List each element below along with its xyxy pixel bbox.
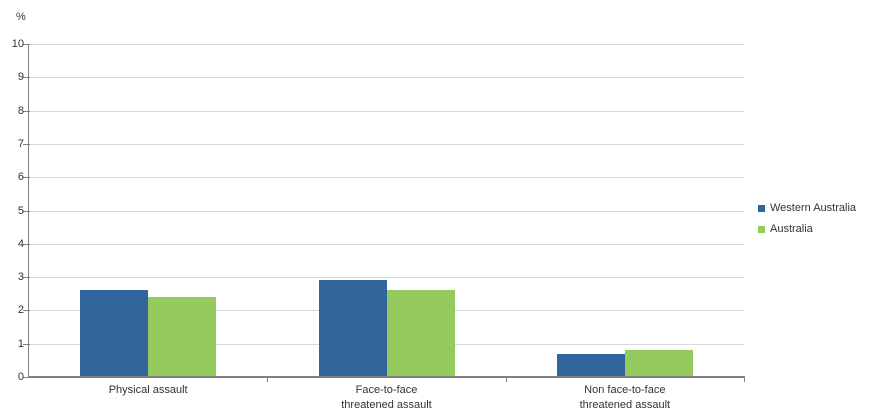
gridline bbox=[29, 110, 744, 112]
y-tick-label: 3 bbox=[17, 271, 24, 284]
x-axis-line bbox=[28, 376, 745, 378]
y-tick-mark bbox=[23, 143, 30, 145]
bar-western-australia-face-to-face bbox=[318, 280, 387, 377]
gridline bbox=[29, 77, 744, 79]
y-tick-mark bbox=[23, 310, 30, 312]
legend-swatch-australia bbox=[758, 225, 765, 233]
y-tick-label: 6 bbox=[17, 171, 24, 184]
x-tick-mark bbox=[505, 378, 507, 382]
y-tick-mark bbox=[23, 44, 30, 45]
plot-area bbox=[29, 44, 744, 377]
gridline bbox=[29, 277, 744, 279]
x-tick-mark bbox=[744, 378, 745, 382]
legend-item-western-australia: Western Australia bbox=[758, 201, 856, 215]
y-tick-label: 5 bbox=[17, 204, 24, 217]
gridline bbox=[29, 44, 744, 45]
y-tick-mark bbox=[23, 210, 30, 212]
gridline bbox=[29, 143, 744, 145]
gridline bbox=[29, 243, 744, 245]
legend-label: Western Australia bbox=[770, 202, 857, 214]
y-tick-label: 9 bbox=[17, 71, 24, 84]
bar-australia-face-to-face bbox=[386, 290, 455, 377]
y-tick-mark bbox=[23, 77, 30, 79]
y-tick-label: 7 bbox=[17, 137, 24, 150]
bar-western-australia-non-face-to-face bbox=[556, 353, 625, 377]
category-label: Non face-to-face threatened assault bbox=[579, 384, 671, 411]
y-tick-label: 0 bbox=[17, 371, 24, 383]
gridline bbox=[29, 210, 744, 212]
y-tick-mark bbox=[23, 177, 30, 179]
bar-western-australia-physical-assault bbox=[80, 290, 149, 377]
legend: Western Australia Australia bbox=[758, 201, 856, 243]
y-tick-mark bbox=[23, 343, 30, 345]
gridline bbox=[29, 177, 744, 179]
y-tick-mark bbox=[23, 110, 30, 112]
y-tick-label: 2 bbox=[17, 304, 24, 317]
y-axis-unit-label: % bbox=[16, 11, 26, 23]
category-label: Face-to-face threatened assault bbox=[341, 384, 432, 411]
y-tick-label: 1 bbox=[17, 337, 24, 350]
y-tick-mark bbox=[23, 377, 30, 378]
legend-item-australia: Australia bbox=[758, 222, 856, 236]
bar-australia-physical-assault bbox=[148, 297, 217, 377]
y-tick-mark bbox=[23, 243, 30, 245]
category-label: Physical assault bbox=[108, 384, 188, 396]
legend-label: Australia bbox=[770, 223, 813, 235]
y-tick-label: 8 bbox=[17, 104, 24, 117]
legend-swatch-western-australia bbox=[758, 204, 765, 212]
y-tick-label: 4 bbox=[17, 237, 24, 250]
y-tick-label: 10 bbox=[11, 38, 24, 50]
bar-australia-non-face-to-face bbox=[624, 350, 693, 377]
x-tick-mark bbox=[267, 378, 269, 382]
y-tick-mark bbox=[23, 277, 30, 279]
